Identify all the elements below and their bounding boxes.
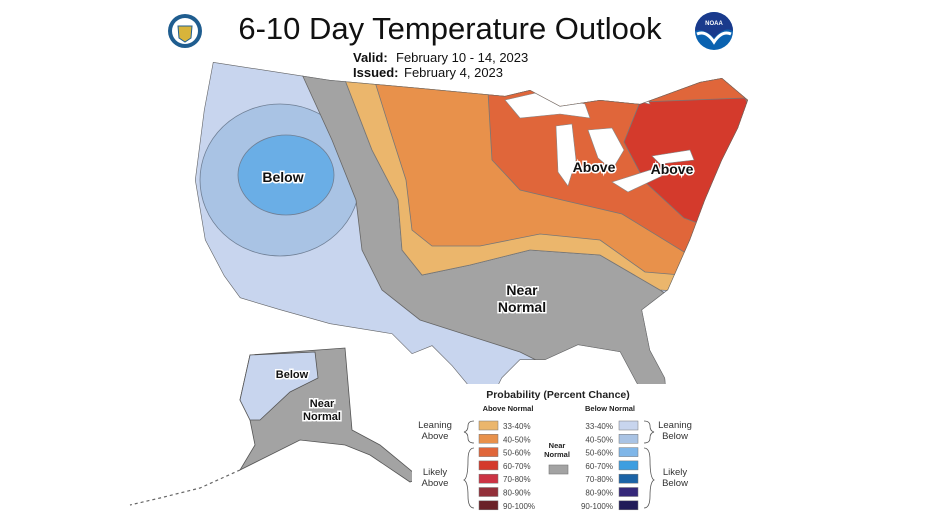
legend-below-swatch <box>618 434 639 444</box>
legend-above-swatch <box>478 487 499 497</box>
legend-below-swatch <box>618 487 639 497</box>
legend-leaning-below-line2: Below <box>662 431 688 442</box>
legend-below-swatch <box>618 460 639 471</box>
legend-below-swatch <box>618 420 639 431</box>
legend-above-range: 50-60% <box>503 449 531 458</box>
legend-below-swatch <box>618 473 639 484</box>
noaa-logo-text: NOAA <box>705 21 723 27</box>
alaska-below-region <box>239 351 319 421</box>
legend-leaning-above-line1: Leaning <box>418 420 452 431</box>
issued-label: Issued: <box>353 65 399 80</box>
legend-below-range: 50-60% <box>585 449 613 458</box>
label-near-normal-line2: Normal <box>498 299 546 315</box>
legend-above-swatch <box>478 460 499 471</box>
legend-above-swatch <box>478 420 499 431</box>
label-above-midwest: Above <box>573 159 616 175</box>
issued-date: February 4, 2023 <box>404 65 503 80</box>
legend-likely-above-line2: Above <box>422 478 449 489</box>
valid-dates: February 10 - 14, 2023 <box>396 50 528 65</box>
legend-leaning-below-line1: Leaning <box>658 420 692 431</box>
legend-below-header: Below Normal <box>585 404 635 413</box>
label-alaska-below: Below <box>276 369 309 381</box>
label-above-northeast: Above <box>651 161 694 177</box>
legend-above-swatch <box>478 473 499 484</box>
legend-near-line2: Normal <box>544 450 570 459</box>
legend-above-range: 60-70% <box>503 462 531 471</box>
legend-below-range: 70-80% <box>585 475 613 484</box>
legend: Probability (Percent Chance) Above Norma… <box>412 384 702 520</box>
legend-below-range: 33-40% <box>585 422 613 431</box>
legend-above-header: Above Normal <box>483 404 534 413</box>
legend-title: Probability (Percent Chance) <box>486 389 630 401</box>
label-near-normal-line1: Near <box>506 282 538 298</box>
alaska-map <box>129 347 421 506</box>
below-50-60-region <box>237 134 335 216</box>
legend-near-normal-swatch <box>548 464 569 475</box>
legend-above-range: 70-80% <box>503 475 531 484</box>
commerce-seal-logo <box>168 14 202 48</box>
page-title: 6-10 Day Temperature Outlook <box>238 11 662 46</box>
legend-above-range: 80-90% <box>503 489 531 498</box>
legend-below-range: 90-100% <box>581 502 613 511</box>
label-alaska-near-line1: Near <box>310 398 335 410</box>
conus-map <box>195 62 748 415</box>
legend-above-swatch <box>478 434 499 444</box>
legend-below-range: 80-90% <box>585 489 613 498</box>
legend-near-line1: Near <box>549 441 566 450</box>
legend-above-swatch <box>478 500 499 511</box>
legend-likely-below-line2: Below <box>662 478 688 489</box>
valid-label: Valid: <box>353 50 388 65</box>
label-below-west: Below <box>262 169 303 185</box>
legend-braces <box>463 420 655 509</box>
legend-below-swatch <box>618 500 639 511</box>
aleutian-islands <box>129 469 241 506</box>
noaa-logo: NOAA <box>695 12 733 50</box>
legend-leaning-above-line2: Above <box>422 431 449 442</box>
legend-below-swatch <box>618 447 639 457</box>
legend-below-range: 60-70% <box>585 462 613 471</box>
legend-below-range: 40-50% <box>585 435 613 444</box>
legend-above-swatch <box>478 447 499 457</box>
label-alaska-near-line2: Normal <box>303 411 341 423</box>
legend-above-range: 33-40% <box>503 422 531 431</box>
legend-above-range: 90-100% <box>503 502 535 511</box>
legend-likely-above-line1: Likely <box>423 467 448 478</box>
legend-likely-below-line1: Likely <box>663 467 688 478</box>
legend-above-range: 40-50% <box>503 435 531 444</box>
